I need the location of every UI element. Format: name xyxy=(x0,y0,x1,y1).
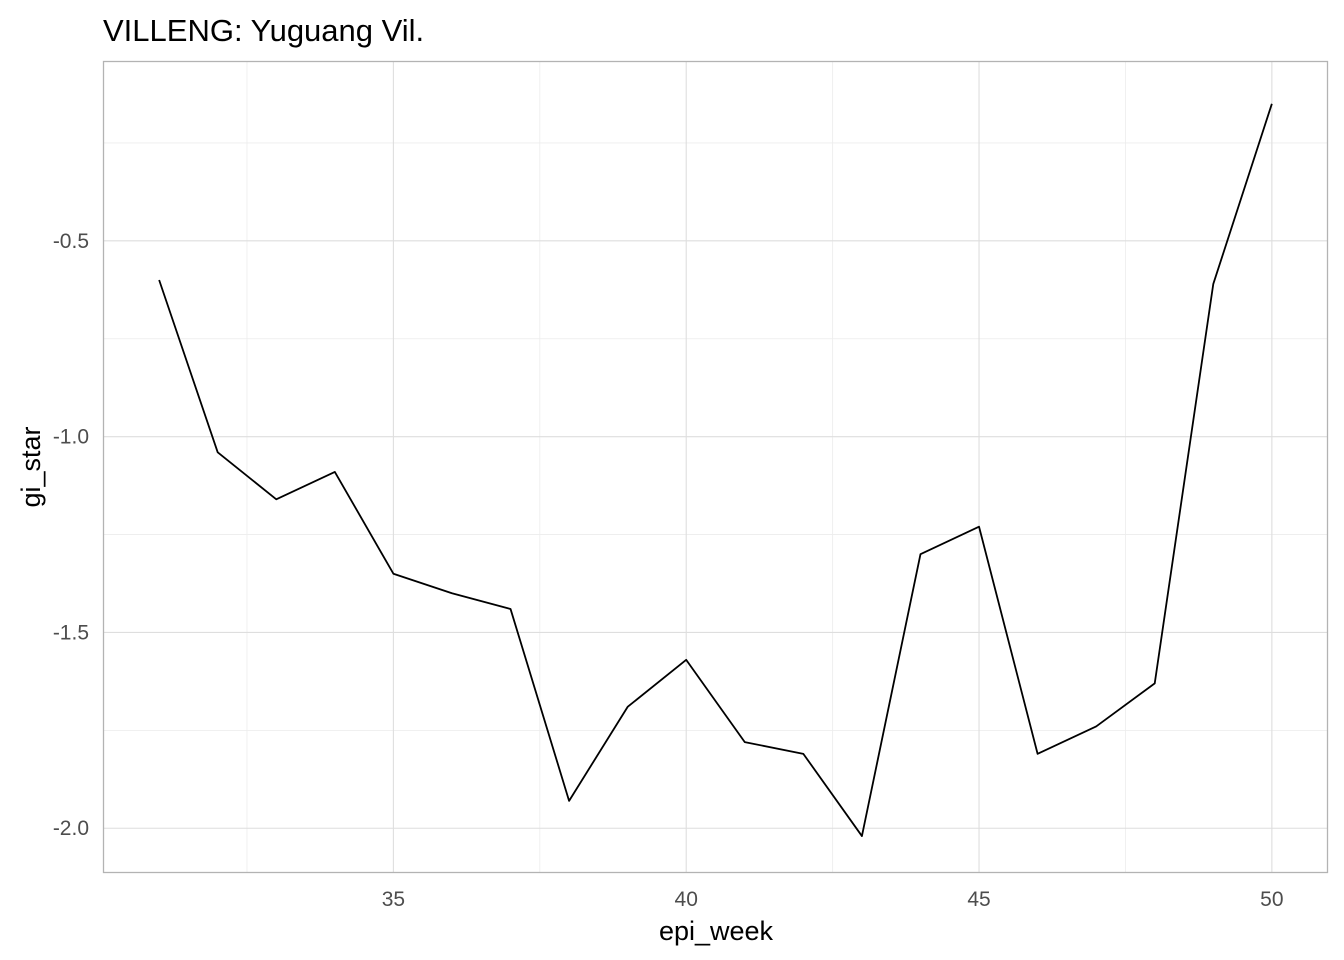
x-tick-label: 35 xyxy=(382,888,405,911)
y-axis-ticks: -2.0 -1.5 -1.0 -0.5 xyxy=(53,230,89,840)
x-axis-title: epi_week xyxy=(659,916,774,946)
y-axis-title: gi_star xyxy=(16,426,46,507)
plot-panel-border xyxy=(102,60,1329,874)
x-axis-ticks: 35 40 45 50 xyxy=(382,888,1284,911)
series-line xyxy=(158,103,1273,837)
chart-title: VILLENG: Yuguang Vil. xyxy=(103,13,424,48)
y-tick-label: -1.0 xyxy=(53,426,89,449)
x-tick-label: 40 xyxy=(675,888,698,911)
series-group xyxy=(158,103,1273,837)
y-tick-label: -0.5 xyxy=(53,230,89,253)
y-tick-label: -2.0 xyxy=(53,817,89,840)
x-tick-label: 50 xyxy=(1260,888,1283,911)
minor-gridlines xyxy=(103,61,1328,873)
major-gridlines xyxy=(103,61,1328,873)
x-tick-label: 45 xyxy=(967,888,990,911)
y-tick-label: -1.5 xyxy=(53,621,89,644)
